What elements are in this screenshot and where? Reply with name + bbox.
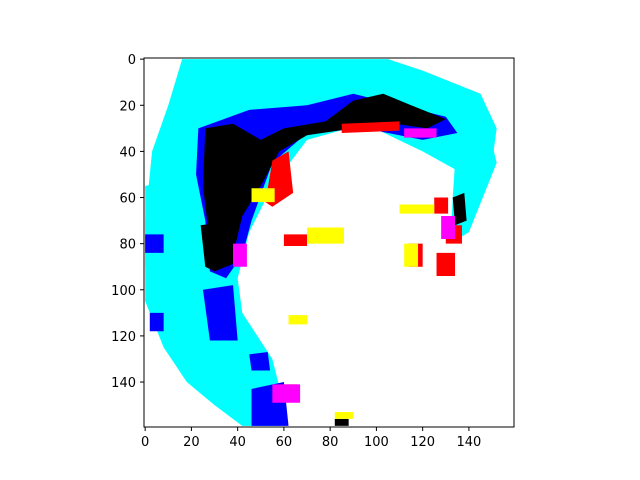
heatmap-region-blue-small-3 [149, 312, 164, 332]
x-tick-label: 20 [183, 435, 200, 450]
y-tick-label: 40 [119, 145, 136, 160]
heatmap-region-red-4 [436, 252, 456, 276]
heatmap-region-black-right [452, 192, 467, 226]
x-tick-label: 140 [456, 435, 481, 450]
x-tick-label: 120 [410, 435, 435, 450]
heatmap-region-yellow-5 [334, 412, 354, 419]
heatmap-region-yellow-2 [288, 315, 308, 325]
heatmap-region-red-1 [283, 234, 308, 246]
heatmap-region-magenta-2 [272, 384, 301, 403]
heatmap-region-red-top [341, 121, 400, 133]
heatmap-region-black-bottom [334, 418, 349, 426]
y-tick-label: 0 [128, 53, 136, 68]
y-tick-label: 120 [111, 330, 136, 345]
heatmap-region-yellow-1 [307, 227, 345, 244]
x-axis: 0 20 40 60 80 100 120 140 [141, 427, 481, 450]
y-tick-label: 20 [119, 99, 136, 114]
y-tick-label: 100 [111, 284, 136, 299]
y-tick-label: 60 [119, 192, 136, 207]
heatmap-region-magenta-4 [404, 128, 437, 138]
heatmap-region-blue-lower [202, 285, 238, 341]
x-tick-label: 40 [229, 435, 246, 450]
y-tick-label: 140 [111, 376, 136, 391]
heatmap-region-black-lower [200, 220, 238, 272]
heatmap-image [145, 59, 497, 426]
x-tick-label: 60 [276, 435, 293, 450]
x-tick-label: 100 [364, 435, 389, 450]
x-tick-label: 80 [322, 435, 339, 450]
plot-frame [143, 57, 515, 428]
x-tick-label: 0 [141, 435, 149, 450]
heatmap-region-yellow-3 [404, 243, 419, 267]
heatmap-region-blue-small-1 [249, 352, 271, 371]
y-tick-label: 80 [119, 238, 136, 253]
heatmap-region-magenta-3 [441, 215, 456, 240]
heatmap-region-yellow-6 [251, 188, 275, 203]
heatmap-region-magenta-1 [233, 243, 247, 267]
y-axis: 0 20 40 60 80 100 120 140 [111, 53, 144, 391]
heatmap-region-yellow-4 [399, 204, 435, 214]
heatmap-region-red-2 [434, 197, 449, 214]
heatmap-region-blue-small-2 [145, 234, 164, 253]
